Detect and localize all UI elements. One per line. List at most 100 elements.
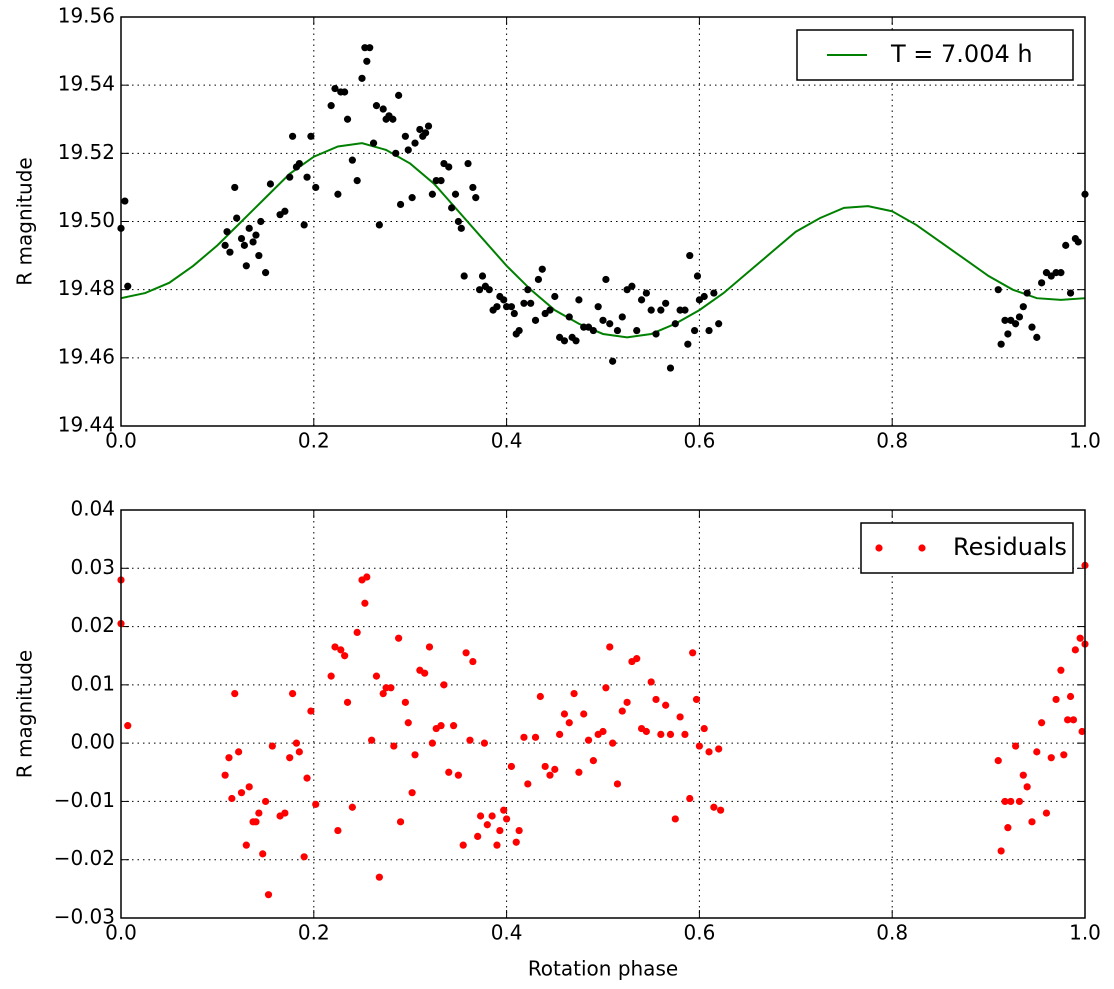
data-point	[700, 292, 708, 301]
data-point	[589, 326, 597, 335]
data-point	[428, 739, 436, 747]
y-tick-label: 0.03	[70, 555, 115, 579]
data-point	[379, 690, 387, 698]
data-point	[1076, 634, 1084, 642]
x-tick-label: 0.2	[298, 921, 330, 945]
data-point	[493, 303, 501, 311]
y-tick-label: 19.46	[58, 344, 115, 368]
data-point	[252, 231, 260, 239]
data-point	[500, 296, 508, 304]
data-point	[520, 733, 528, 741]
data-point	[469, 657, 477, 666]
data-point	[572, 337, 580, 345]
data-point	[389, 115, 397, 123]
data-point	[589, 757, 597, 765]
data-point	[1004, 330, 1012, 338]
data-point	[642, 289, 650, 297]
data-point	[599, 727, 607, 736]
data-point	[1004, 824, 1012, 832]
data-point	[421, 669, 429, 677]
data-point	[618, 313, 626, 321]
data-point	[1038, 719, 1046, 727]
data-point	[1066, 692, 1075, 701]
data-point	[124, 722, 132, 730]
data-point	[348, 156, 356, 164]
y-axis-label: R magnitude	[13, 650, 37, 778]
y-tick-label: −0.03	[54, 905, 115, 929]
data-point	[584, 736, 593, 744]
data-point	[575, 296, 583, 304]
x-tick-label: 0.0	[105, 921, 137, 945]
data-point	[448, 204, 456, 212]
data-point	[1057, 666, 1065, 674]
data-point	[541, 762, 549, 771]
data-point	[249, 238, 257, 246]
data-point	[606, 320, 614, 328]
data-point	[1033, 748, 1041, 756]
data-point	[527, 299, 535, 307]
data-point	[512, 838, 520, 846]
data-point	[334, 190, 342, 198]
data-point	[392, 149, 400, 157]
data-point	[693, 272, 702, 280]
y-axis-label: R magnitude	[13, 157, 37, 285]
legend: Residuals	[860, 522, 1074, 574]
data-point	[496, 826, 504, 835]
data-point	[288, 132, 297, 140]
data-point	[662, 701, 670, 709]
data-point	[264, 891, 273, 899]
data-point	[221, 771, 229, 779]
y-tick-label: 19.44	[58, 413, 115, 437]
data-point	[520, 299, 528, 307]
data-point	[440, 681, 448, 689]
data-point	[1015, 797, 1024, 806]
data-point	[428, 190, 436, 198]
data-point	[366, 44, 374, 52]
data-point	[1001, 797, 1009, 806]
data-point	[695, 742, 704, 750]
data-point	[546, 306, 554, 314]
data-point	[994, 286, 1002, 294]
data-point	[565, 719, 573, 727]
data-point	[662, 299, 670, 307]
data-point	[681, 306, 689, 314]
data-point	[307, 132, 315, 140]
data-point	[237, 234, 246, 243]
data-point	[1042, 809, 1051, 817]
data-point	[531, 733, 540, 741]
data-point	[255, 809, 263, 817]
data-point	[483, 821, 491, 829]
data-point	[715, 745, 723, 753]
data-point	[633, 655, 641, 663]
data-point	[225, 754, 233, 762]
data-point	[1011, 320, 1020, 328]
data-point	[231, 690, 239, 698]
data-point	[401, 132, 409, 140]
data-point	[1019, 303, 1027, 311]
data-point	[257, 217, 265, 226]
data-point	[474, 832, 482, 841]
data-point	[466, 736, 474, 744]
data-point	[500, 806, 508, 814]
data-point	[609, 357, 617, 365]
data-point	[1028, 323, 1036, 331]
data-point	[556, 730, 564, 739]
data-point	[480, 739, 489, 747]
data-point	[1007, 797, 1015, 806]
data-point	[390, 742, 398, 750]
data-point	[121, 197, 129, 205]
data-point	[485, 286, 493, 294]
data-point	[124, 282, 132, 290]
data-point	[242, 841, 250, 849]
data-point	[1078, 727, 1086, 736]
y-tick-label: 19.54	[58, 72, 115, 96]
data-point	[1023, 289, 1031, 297]
x-tick-label: 0.8	[876, 429, 908, 453]
data-point	[1062, 241, 1070, 249]
y-tick-label: −0.02	[54, 846, 115, 870]
data-point	[602, 275, 610, 284]
legend-swatch	[918, 544, 926, 552]
y-tick-label: 19.52	[58, 140, 115, 164]
data-point	[401, 698, 409, 706]
data-point	[1069, 716, 1078, 724]
